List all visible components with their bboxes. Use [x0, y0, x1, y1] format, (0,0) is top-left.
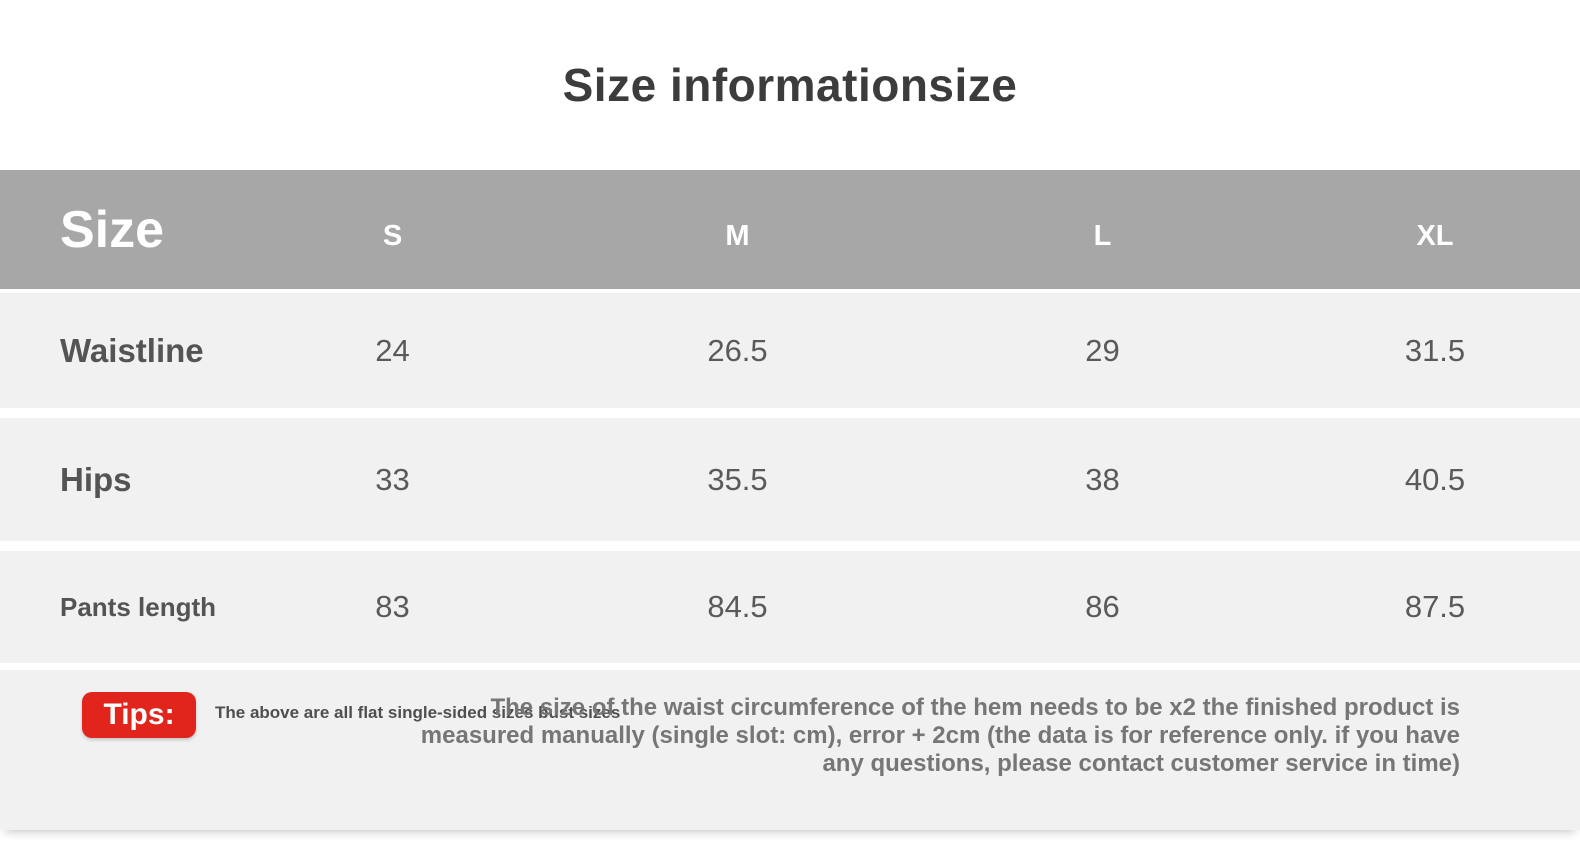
row-label: Hips — [60, 460, 132, 498]
size-value-cell: 38 — [1085, 461, 1120, 497]
size-value-cell: 26.5 — [707, 332, 768, 368]
size-value-cell: 83 — [375, 589, 410, 624]
size-table: Size S M L XL Waistline 24 26.5 29 31.5 … — [0, 170, 1580, 830]
table-row-waistline: Waistline 24 26.5 29 31.5 — [0, 293, 1580, 408]
tips-note-small: The above are all flat single-sided size… — [215, 703, 621, 722]
row-label: Pants length — [60, 591, 217, 622]
size-value-cell: 35.5 — [707, 461, 768, 497]
tips-badge: Tips: — [82, 692, 196, 738]
tips-section: Tips: The above are all flat single-side… — [0, 670, 1580, 830]
table-row-pants-length: Pants length 83 84.5 86 87.5 — [0, 551, 1580, 663]
size-value-cell: 31.5 — [1404, 332, 1466, 368]
size-value-cell: 33 — [375, 461, 410, 497]
size-value-cell: 29 — [1085, 332, 1120, 368]
page-title: Size informationsize — [562, 59, 1018, 111]
table-row-hips: Hips 33 35.5 38 40.5 — [0, 418, 1580, 541]
size-value-cell: 87.5 — [1404, 589, 1466, 624]
column-header-l: L — [1093, 220, 1112, 252]
row-label: Waistline — [60, 331, 204, 369]
column-header-m: M — [725, 220, 750, 252]
tips-note-large: The size of the waist circumference of t… — [420, 694, 1460, 777]
table-header-row: Size S M L XL — [0, 170, 1580, 289]
size-value-cell: 84.5 — [707, 589, 768, 624]
header-size-label: Size — [60, 200, 165, 259]
title-area: Size informationsize — [0, 0, 1580, 170]
size-value-cell: 86 — [1085, 589, 1120, 624]
size-value-cell: 40.5 — [1404, 461, 1466, 497]
size-value-cell: 24 — [375, 332, 410, 368]
column-header-xl: XL — [1416, 220, 1454, 252]
column-header-s: S — [382, 220, 403, 252]
